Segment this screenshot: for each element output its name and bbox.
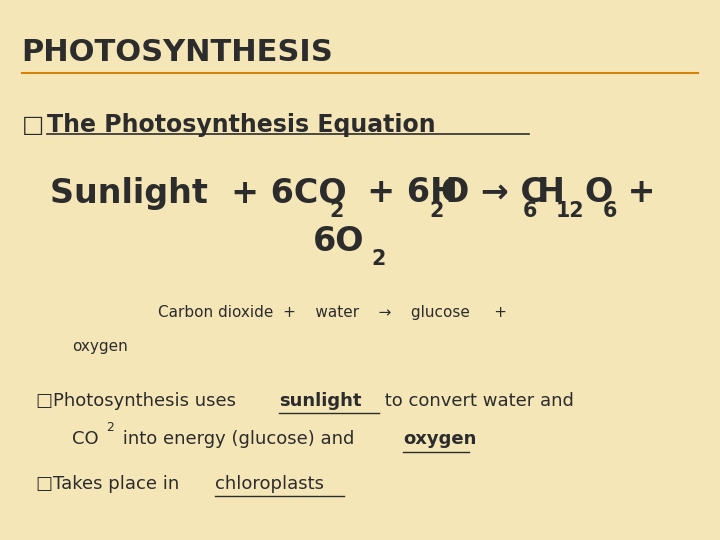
Text: □Photosynthesis uses: □Photosynthesis uses [36, 392, 242, 409]
Text: chloroplasts: chloroplasts [215, 475, 323, 492]
Text: oxygen: oxygen [72, 339, 127, 354]
Text: H: H [536, 177, 564, 210]
Text: 2: 2 [429, 200, 444, 220]
Text: to convert water and: to convert water and [379, 392, 575, 409]
Text: CO: CO [72, 430, 99, 448]
Text: O → C: O → C [441, 177, 545, 210]
Text: oxygen: oxygen [403, 430, 477, 448]
Text: into energy (glucose) and: into energy (glucose) and [117, 430, 361, 448]
Text: 6O: 6O [313, 225, 365, 258]
Text: sunlight: sunlight [279, 392, 362, 409]
Text: 12: 12 [556, 200, 585, 220]
Text: PHOTOSYNTHESIS: PHOTOSYNTHESIS [22, 38, 333, 67]
Text: .: . [469, 430, 475, 448]
Text: □: □ [22, 113, 51, 137]
Text: 2: 2 [372, 249, 386, 269]
Text: Carbon dioxide  +    water    →    glucose     +: Carbon dioxide + water → glucose + [158, 305, 508, 320]
Text: +: + [616, 177, 655, 210]
Text: 2: 2 [107, 421, 114, 434]
Text: The Photosynthesis Equation: The Photosynthesis Equation [47, 113, 436, 137]
Text: Sunlight  + 6CO: Sunlight + 6CO [50, 177, 347, 210]
Text: 6: 6 [523, 200, 537, 220]
Text: 6: 6 [603, 200, 617, 220]
Text: □Takes place in: □Takes place in [36, 475, 185, 492]
Text: + 6H: + 6H [344, 177, 458, 210]
Text: 2: 2 [329, 200, 343, 220]
Text: O: O [585, 177, 613, 210]
